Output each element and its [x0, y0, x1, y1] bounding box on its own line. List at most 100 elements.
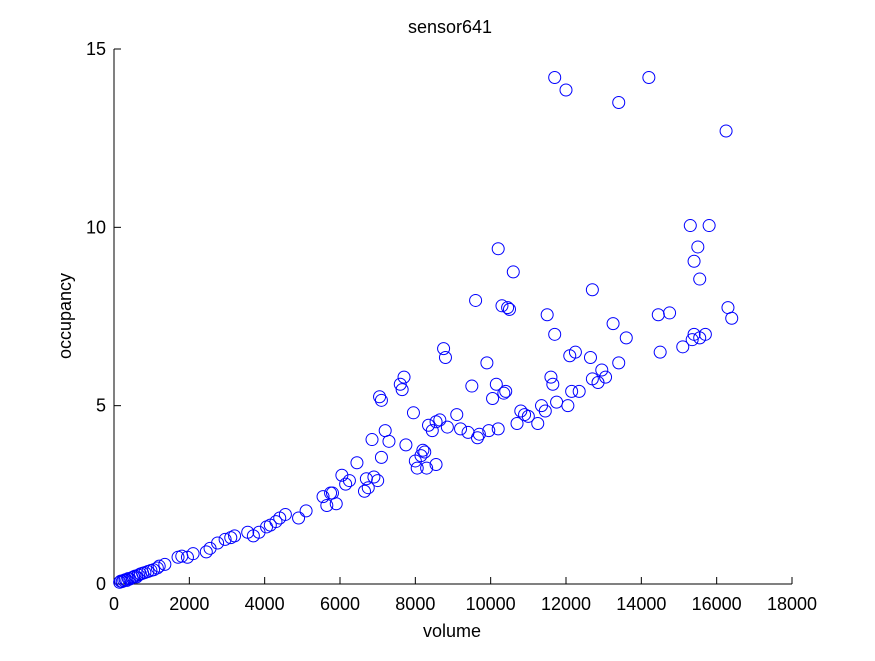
data-point [510, 417, 524, 430]
x-tick-label: 0 [109, 594, 119, 614]
data-point [440, 420, 454, 434]
data-point [725, 311, 739, 325]
data-point [365, 433, 379, 447]
x-tick-label: 8000 [395, 594, 435, 614]
data-point [546, 377, 560, 391]
data-point [406, 406, 420, 420]
data-point [499, 384, 513, 398]
data-point [292, 511, 306, 525]
data-point [339, 477, 353, 491]
data-point [548, 327, 562, 341]
data-point [531, 417, 545, 430]
data-point [491, 242, 505, 256]
data-point [374, 393, 388, 407]
data-point [612, 96, 626, 109]
data-point [470, 431, 484, 445]
data-point [538, 404, 552, 418]
y-tick-label: 0 [96, 574, 106, 594]
data-point [685, 333, 699, 347]
data-point [565, 384, 579, 398]
data-point [486, 392, 500, 406]
data-point [115, 575, 129, 589]
x-tick-label: 18000 [767, 594, 817, 614]
data-point [472, 427, 486, 441]
data-point [698, 327, 712, 341]
data-point [489, 377, 503, 391]
data-point [410, 461, 424, 475]
x-tick-label: 14000 [616, 594, 666, 614]
data-point [482, 424, 496, 438]
data-point [683, 219, 697, 233]
data-point [433, 413, 447, 427]
data-point [399, 438, 413, 452]
data-point [454, 422, 468, 436]
data-point [438, 351, 452, 365]
data-point [687, 254, 701, 268]
data-point [373, 390, 387, 404]
x-axis-label: volume [423, 621, 481, 641]
data-point [599, 370, 613, 384]
data-point [416, 443, 430, 457]
data-point [663, 306, 677, 320]
data-point [544, 370, 558, 384]
data-point [320, 499, 334, 513]
data-point [595, 363, 609, 377]
data-point [361, 481, 375, 495]
data-point [568, 345, 582, 359]
data-point [382, 434, 396, 448]
y-tick-label: 5 [96, 396, 106, 416]
data-point [719, 124, 733, 138]
data-point [367, 470, 381, 484]
data-point [371, 474, 385, 488]
data-point [429, 458, 443, 472]
data-point [393, 377, 407, 391]
data-point [228, 529, 242, 543]
data-point [357, 484, 371, 498]
y-axis-label: occupancy [55, 273, 75, 359]
data-point [425, 424, 439, 438]
data-point [269, 515, 283, 529]
data-point [691, 240, 705, 254]
x-tick-label: 4000 [245, 594, 285, 614]
data-point [211, 536, 225, 550]
data-point [501, 301, 515, 315]
data-point [585, 283, 599, 297]
x-tick-label: 12000 [541, 594, 591, 614]
data-point [702, 219, 716, 233]
x-tick-label: 16000 [692, 594, 742, 614]
data-point [619, 331, 633, 345]
y-tick-label: 15 [86, 39, 106, 59]
y-tick-label: 10 [86, 217, 106, 237]
data-point [561, 399, 575, 413]
data-point [397, 370, 411, 384]
data-point [218, 532, 232, 546]
data-point [152, 559, 166, 573]
data-point [150, 561, 164, 575]
data-point [437, 342, 451, 356]
chart-title: sensor641 [408, 17, 492, 37]
data-point [676, 340, 690, 354]
data-point [693, 272, 707, 286]
data-point [497, 386, 511, 400]
data-point [450, 408, 464, 422]
data-point [418, 445, 432, 459]
data-point [199, 545, 213, 559]
data-point [158, 557, 172, 571]
data-point [503, 302, 516, 316]
data-point [559, 83, 573, 97]
data-point [548, 71, 562, 85]
data-point [414, 449, 428, 463]
data-point [606, 317, 620, 331]
axes-layer: 0 2000 4000 6000 8000 10000 12000 14000 16000 180… [86, 39, 817, 614]
data-point [469, 293, 483, 307]
data-point [521, 409, 535, 423]
data-point [374, 450, 388, 464]
data-point [316, 490, 330, 504]
points-layer [113, 71, 739, 589]
data-point [395, 383, 409, 397]
x-tick-label: 2000 [169, 594, 209, 614]
data-point [506, 265, 520, 279]
data-point [612, 356, 626, 370]
